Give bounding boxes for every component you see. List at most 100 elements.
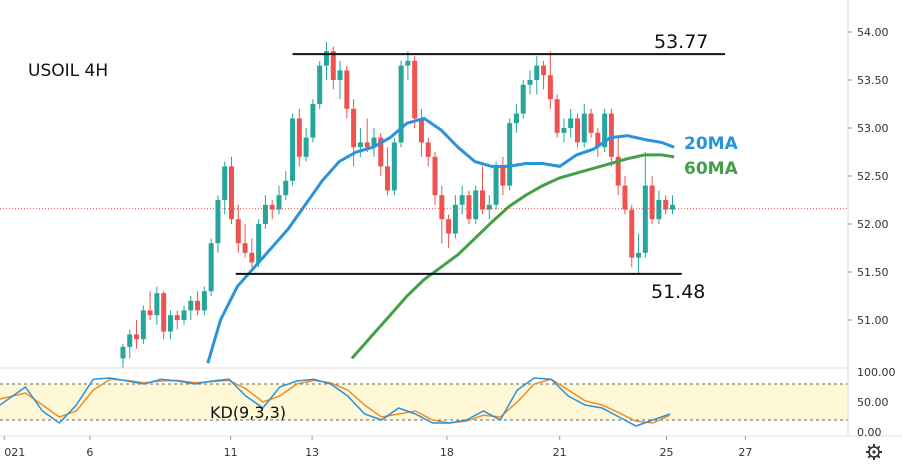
candle	[229, 156, 235, 224]
candle-body	[364, 142, 370, 148]
candle-body	[344, 70, 350, 109]
candle	[513, 104, 519, 133]
candle-body	[412, 60, 418, 119]
ma20-line	[206, 116, 675, 364]
candle-body	[283, 180, 289, 196]
candle	[310, 99, 316, 143]
candle	[391, 137, 397, 196]
candle	[486, 195, 492, 220]
candle-body	[588, 113, 594, 133]
candle	[432, 152, 438, 205]
candle	[296, 108, 302, 167]
x-tick-label: 021	[4, 446, 25, 459]
candle	[208, 238, 214, 296]
candle	[344, 65, 350, 119]
candle	[351, 99, 357, 167]
candle	[405, 51, 411, 80]
candle	[615, 137, 621, 196]
candle	[602, 108, 608, 152]
candle	[493, 161, 499, 210]
y-tick-label: 53.50	[857, 74, 889, 87]
candle-body	[581, 113, 587, 143]
chart-title: USOIL 4H	[28, 61, 108, 81]
candle	[500, 156, 506, 196]
candle	[663, 195, 669, 215]
kd-pane	[0, 377, 848, 427]
candle	[520, 80, 526, 119]
candle-body	[391, 142, 397, 191]
candle	[378, 132, 384, 176]
candle-body	[323, 51, 329, 66]
candle	[371, 128, 377, 157]
candle	[181, 305, 187, 325]
y-tick-label: 52.00	[857, 218, 889, 231]
y-tick-label: 51.50	[857, 266, 889, 279]
candle	[249, 238, 255, 268]
support-label: 51.48	[651, 281, 705, 303]
y-tick-label: 54.00	[857, 26, 889, 39]
candle-body	[520, 84, 526, 114]
candle-body	[608, 113, 614, 157]
candle-body	[432, 156, 438, 196]
candle	[134, 320, 140, 349]
candle	[446, 214, 452, 248]
kd-band	[0, 384, 848, 420]
candle	[385, 147, 391, 196]
candle	[439, 185, 445, 244]
candle-body	[452, 204, 458, 234]
candle-body	[269, 204, 275, 210]
candle-body	[574, 118, 580, 143]
y-tick-label: 53.00	[857, 122, 889, 135]
candle-body	[466, 195, 472, 220]
candle	[534, 56, 540, 95]
candle	[629, 204, 635, 268]
candle	[323, 41, 329, 80]
candle	[466, 190, 472, 224]
candle	[581, 104, 587, 148]
candle-body	[290, 118, 296, 181]
x-tick-label: 11	[224, 446, 238, 459]
candle	[473, 185, 479, 224]
candle	[364, 118, 370, 152]
candle-body	[507, 123, 513, 186]
candle	[167, 310, 173, 340]
candle	[222, 161, 228, 215]
x-tick-label: 18	[440, 446, 454, 459]
settings-gear-icon[interactable]	[866, 444, 882, 460]
candle-body	[425, 142, 431, 157]
candle-body	[181, 310, 187, 320]
candle	[147, 291, 153, 320]
candle-body	[493, 166, 499, 205]
candle-body	[595, 132, 601, 148]
candle	[215, 195, 221, 253]
candle	[588, 108, 594, 138]
candle-body	[310, 104, 316, 138]
candle-body	[330, 51, 336, 80]
candle	[459, 185, 465, 215]
candle	[174, 310, 180, 330]
candle	[541, 60, 547, 90]
candle-body	[378, 137, 384, 167]
candle-body	[541, 65, 547, 76]
candle	[412, 56, 418, 128]
candle-body	[147, 310, 153, 316]
candle	[161, 291, 167, 340]
ma20-label: 20MA	[684, 134, 739, 154]
kd-y-tick-label: 50.00	[857, 396, 889, 409]
candle	[188, 296, 194, 320]
candle-body	[208, 243, 214, 292]
candle	[256, 219, 262, 268]
candle-body	[418, 118, 424, 143]
candle-body	[201, 291, 207, 311]
candle-body	[656, 200, 662, 220]
y-tick-label: 52.50	[857, 170, 889, 183]
candle-body	[398, 65, 404, 143]
candle-body	[134, 334, 140, 340]
candle-body	[513, 113, 519, 124]
candle-body	[256, 224, 262, 263]
candle-body	[480, 190, 486, 210]
candle	[642, 152, 648, 258]
candle	[195, 291, 201, 316]
candle-body	[534, 65, 540, 80]
